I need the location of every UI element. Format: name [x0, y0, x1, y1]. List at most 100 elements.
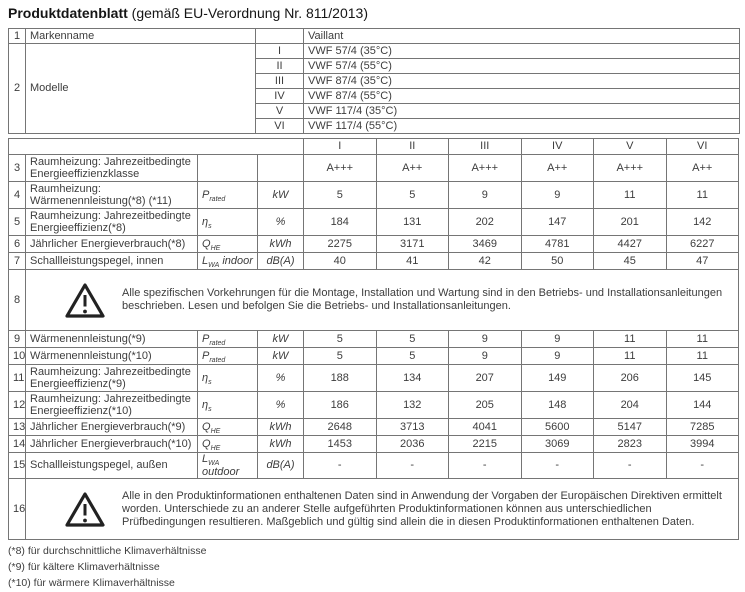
- symbol-subscript: s: [208, 405, 212, 413]
- row-label: Wärmenennleistung(*10): [25, 347, 198, 365]
- symbol-subscript: HE: [210, 244, 221, 252]
- value-cell: -: [303, 452, 377, 479]
- row-number: 11: [8, 364, 26, 392]
- value-cell: 45: [593, 252, 667, 270]
- title-main: Produktdatenblatt: [8, 5, 128, 21]
- value-cell: 11: [665, 181, 739, 209]
- value-cell: 3713: [375, 418, 449, 436]
- symbol-cell: ηs: [197, 208, 258, 236]
- unit-cell: kWh: [257, 435, 304, 453]
- unit-cell: [257, 154, 304, 182]
- table-row: 13 Jährlicher Energieverbrauch(*9) QHE k…: [8, 418, 739, 436]
- symbol-tail: outdoor: [202, 465, 240, 478]
- header-spacer: [8, 138, 304, 155]
- value-cell: 11: [593, 347, 667, 365]
- model-row: V VWF 117/4 (35°C): [9, 103, 740, 119]
- row-label: Jährlicher Energieverbrauch(*10): [25, 435, 198, 453]
- value-cell: 131: [375, 208, 449, 236]
- value-cell: 50: [520, 252, 594, 270]
- value-cell: 9: [448, 347, 522, 365]
- table-row: 14 Jährlicher Energieverbrauch(*10) QHE …: [8, 435, 739, 453]
- value-cell: A+++: [593, 154, 667, 182]
- row-number: 10: [8, 347, 26, 365]
- data-table: I II III IV V VI 3 Raumheizung: Jahrezei…: [8, 138, 739, 540]
- value-cell: 5: [375, 181, 449, 209]
- value-cell: 4427: [593, 235, 667, 253]
- value-cell: -: [665, 452, 739, 479]
- model-index: III: [255, 73, 304, 89]
- value-cell: 205: [448, 391, 522, 419]
- table-row: 4 Raumheizung: Wärmenennleistung(*8) (*1…: [8, 181, 739, 209]
- value-cell: 5: [375, 347, 449, 365]
- row-number: 13: [8, 418, 26, 436]
- value-cell: 5600: [520, 418, 594, 436]
- value-cell: -: [448, 452, 522, 479]
- value-cell: 11: [665, 347, 739, 365]
- brand-index-cell: [255, 28, 304, 44]
- models-label: Modelle: [25, 43, 256, 134]
- unit-cell: dB(A): [257, 252, 304, 270]
- symbol-cell: QHE: [197, 435, 258, 453]
- title-suffix: (gemäß EU-Verordnung Nr. 811/2013): [127, 5, 368, 21]
- model-name: VWF 57/4 (35°C): [303, 43, 740, 59]
- value-cell: 9: [448, 181, 522, 209]
- symbol-cell: [197, 154, 258, 182]
- unit-cell: kW: [257, 181, 304, 209]
- value-cell: 145: [665, 364, 739, 392]
- table-row: 9 Wärmenennleistung(*9) Prated kW 5 5 9 …: [8, 330, 739, 348]
- symbol-cell: LWA indoor: [197, 252, 258, 270]
- row-label: Jährlicher Energieverbrauch(*9): [25, 418, 198, 436]
- value-cell: 3171: [375, 235, 449, 253]
- brand-models-table: 1 Markenname Vaillant 2 Modelle I VWF 57…: [8, 28, 740, 134]
- row-number: 12: [8, 391, 26, 419]
- value-cell: 184: [303, 208, 377, 236]
- footnote: (*8) für durchschnittliche Klimaverhältn…: [8, 545, 207, 557]
- symbol-cell: LWA outdoor: [197, 452, 258, 479]
- table-row: 15 Schallleistungspegel, außen LWA outdo…: [8, 452, 739, 479]
- table-row: 3 Raumheizung: Jahrezeitbedingte Energie…: [8, 154, 739, 182]
- symbol-cell: Prated: [197, 181, 258, 209]
- value-cell: 206: [593, 364, 667, 392]
- model-name: VWF 117/4 (55°C): [303, 118, 740, 134]
- value-cell: 42: [448, 252, 522, 270]
- value-cell: 2036: [375, 435, 449, 453]
- warning-row: 8 Alle spezifischen Vorkehrungen für die…: [8, 269, 739, 331]
- symbol: Q: [202, 420, 211, 433]
- symbol: P: [202, 332, 210, 345]
- symbol: η: [202, 215, 209, 228]
- symbol-subscript: WA: [208, 261, 220, 269]
- warning-text: Alle in den Produktinformationen enthalt…: [122, 489, 722, 528]
- model-row: VI VWF 117/4 (55°C): [9, 118, 740, 134]
- unit-cell: %: [257, 364, 304, 392]
- symbol: Q: [202, 437, 211, 450]
- value-cell: 41: [375, 252, 449, 270]
- model-name: VWF 87/4 (35°C): [303, 73, 740, 89]
- value-cell: A++: [520, 154, 594, 182]
- value-cell: 9: [520, 347, 594, 365]
- table-row: 7 Schallleistungspegel, innen LWA indoor…: [8, 252, 739, 270]
- value-cell: 4041: [448, 418, 522, 436]
- unit-cell: dB(A): [257, 452, 304, 479]
- row-number: 14: [8, 435, 26, 453]
- symbol-cell: ηs: [197, 391, 258, 419]
- value-cell: 149: [520, 364, 594, 392]
- unit-cell: kW: [257, 347, 304, 365]
- brand-row: 1 Markenname Vaillant: [8, 28, 740, 44]
- unit-cell: kWh: [257, 235, 304, 253]
- value-cell: 2823: [593, 435, 667, 453]
- row-label: Raumheizung: Jahrezeitbedingte Energieef…: [25, 364, 198, 392]
- row-label: Raumheizung: Jahrezeitbedingte Energieef…: [25, 208, 198, 236]
- page-title: Produktdatenblatt (gemäß EU-Verordnung N…: [8, 5, 745, 21]
- row-label: Raumheizung: Jahrezeitbedingte Energieef…: [25, 391, 198, 419]
- value-cell: A+++: [448, 154, 522, 182]
- column-header: IV: [520, 138, 594, 155]
- symbol-subscript: HE: [210, 427, 221, 435]
- table-row: 12 Raumheizung: Jahrezeitbedingte Energi…: [8, 391, 739, 419]
- value-cell: 207: [448, 364, 522, 392]
- unit-cell: kW: [257, 330, 304, 348]
- value-cell: A+++: [303, 154, 377, 182]
- value-cell: 9: [448, 330, 522, 348]
- footnote: (*10) für wärmere Klimaverhältnisse: [8, 577, 175, 589]
- column-header: V: [593, 138, 667, 155]
- value-cell: 5147: [593, 418, 667, 436]
